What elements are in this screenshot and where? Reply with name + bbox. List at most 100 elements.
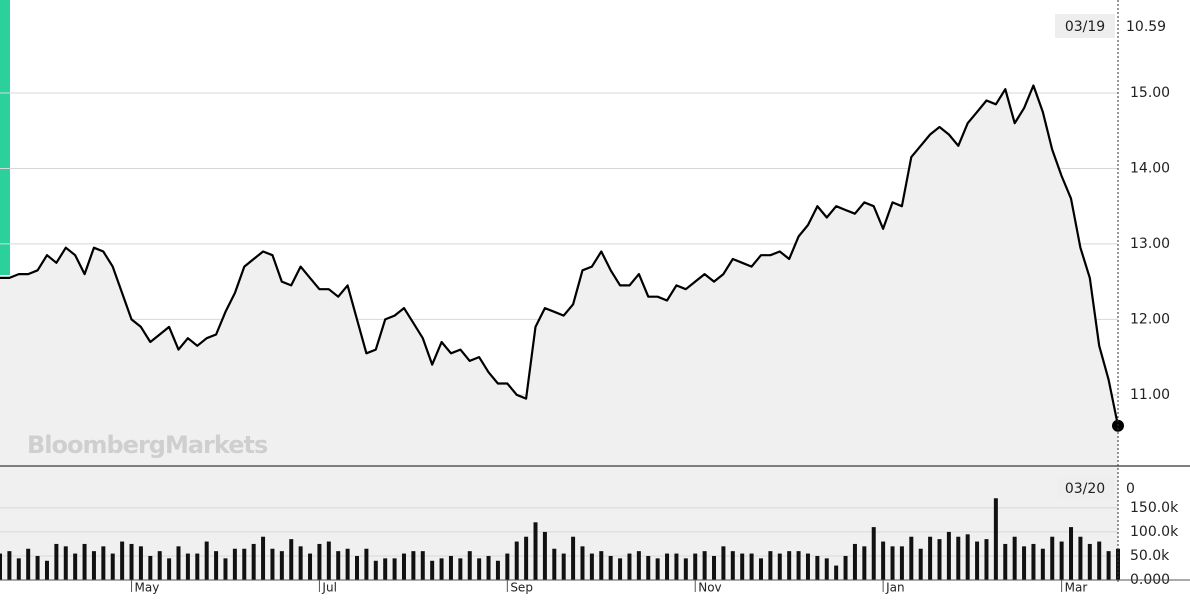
volume-date: 03/20 xyxy=(1065,481,1105,497)
y-tick-label: 11.00 xyxy=(1130,387,1170,403)
volume-bar xyxy=(54,543,59,580)
volume-bar xyxy=(0,553,2,580)
volume-bar xyxy=(1050,536,1055,580)
volume-bar xyxy=(890,546,895,580)
volume-bar xyxy=(524,536,529,580)
volume-bar xyxy=(298,546,303,580)
price-panel: 11.00 12.00 13.00 14.00 15.00 xyxy=(0,84,1170,465)
y-tick-label: 50.0k xyxy=(1130,548,1170,564)
volume-bar xyxy=(16,558,21,580)
volume-bar xyxy=(824,558,829,580)
volume-bar xyxy=(270,548,275,580)
volume-bar xyxy=(965,534,970,580)
volume-bar xyxy=(730,551,735,580)
last-date: 03/19 xyxy=(1065,19,1105,35)
volume-bar xyxy=(120,541,125,580)
volume-bar xyxy=(157,551,162,580)
volume-bar xyxy=(214,551,219,580)
volume-bar xyxy=(843,555,848,580)
volume-bar xyxy=(881,541,886,580)
x-tick-label: Mar xyxy=(1065,581,1088,595)
volume-bar xyxy=(383,558,388,580)
y-tick-label: 150.0k xyxy=(1130,500,1179,516)
volume-bar xyxy=(495,560,500,580)
volume-bar xyxy=(618,558,623,580)
volume-bar xyxy=(91,551,96,580)
volume-bar xyxy=(683,558,688,580)
volume-bar xyxy=(552,548,557,580)
volume-bar xyxy=(486,555,491,580)
price-area xyxy=(0,85,1118,465)
volume-bar xyxy=(279,551,284,580)
volume-bar xyxy=(148,555,153,580)
volume-bar xyxy=(176,546,181,580)
volume-bar xyxy=(458,558,463,580)
volume-bar xyxy=(44,560,49,580)
volume-bar xyxy=(1040,548,1045,580)
volume-bar xyxy=(251,543,256,580)
volume-bar xyxy=(674,553,679,580)
volume-bar xyxy=(317,543,322,580)
volume-bar xyxy=(1097,541,1102,580)
volume-bar xyxy=(7,551,12,580)
volume-bar xyxy=(561,553,566,580)
volume-bar xyxy=(420,551,425,580)
volume-bar xyxy=(82,543,87,580)
y-tick-label: 100.0k xyxy=(1130,524,1179,540)
volume-bar xyxy=(167,558,172,580)
volume-bar xyxy=(411,551,416,580)
volume-bar xyxy=(984,539,989,580)
volume-bar xyxy=(261,536,266,580)
volume-bar xyxy=(430,560,435,580)
volume-bar xyxy=(721,546,726,580)
volume-bar xyxy=(928,536,933,580)
volume-bar xyxy=(768,551,773,580)
volume-bar xyxy=(242,548,247,580)
volume-bar xyxy=(740,553,745,580)
volume-bar xyxy=(1078,536,1083,580)
date-box xyxy=(1055,14,1115,38)
y-tick-label: 12.00 xyxy=(1130,311,1170,327)
volume-bar xyxy=(101,546,106,580)
volume-bar xyxy=(373,560,378,580)
volume-bar xyxy=(439,558,444,580)
volume-bar xyxy=(364,548,369,580)
date-box xyxy=(1057,477,1114,499)
volume-bar xyxy=(909,536,914,580)
volume-bar xyxy=(834,565,839,580)
volume-bar xyxy=(599,551,604,580)
volume-bar xyxy=(580,546,585,580)
y-tick-label: 14.00 xyxy=(1130,160,1170,176)
volume-bar xyxy=(899,546,904,580)
volume-bar xyxy=(749,553,754,580)
y-tick-label: 13.00 xyxy=(1130,236,1170,252)
watermark: BloombergMarkets xyxy=(27,431,268,459)
price-line xyxy=(0,84,1120,427)
volume-bar xyxy=(1087,543,1092,580)
volume-bar xyxy=(514,541,519,580)
volume-bar xyxy=(918,548,923,580)
volume-bar xyxy=(627,553,632,580)
x-tick-label: Nov xyxy=(698,581,721,595)
volume-bar xyxy=(1106,551,1111,580)
last-value: 10.59 xyxy=(1126,19,1166,35)
volume-bar xyxy=(204,541,209,580)
accent-bar xyxy=(0,0,10,275)
volume-bar xyxy=(326,541,331,580)
volume-bar xyxy=(1012,536,1017,580)
volume-bar xyxy=(223,558,228,580)
volume-bar xyxy=(533,522,538,580)
x-tick-label: Sep xyxy=(510,581,533,595)
volume-bar xyxy=(35,555,40,580)
x-tick-label: Jul xyxy=(321,581,336,595)
volume-bar xyxy=(73,553,78,580)
volume-bar xyxy=(712,555,717,580)
volume-bar xyxy=(345,548,350,580)
volume-bar xyxy=(232,548,237,580)
volume-bar xyxy=(852,543,857,580)
volume-bar xyxy=(796,551,801,580)
x-tick-label: Jan xyxy=(885,581,905,595)
volume-bar xyxy=(646,555,651,580)
